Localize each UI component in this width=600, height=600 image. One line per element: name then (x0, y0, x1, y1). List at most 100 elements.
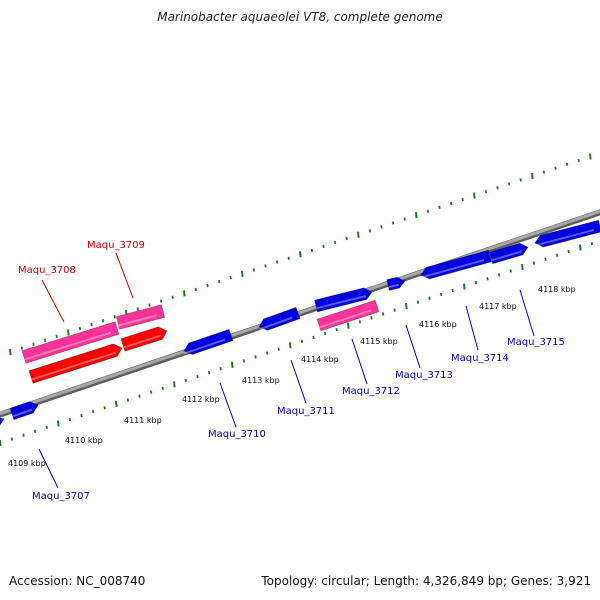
outer-tick (531, 172, 534, 180)
scale-label-4109: 4109 kbp (8, 459, 46, 468)
gene-label-maqu-3715: Maqu_3715 (507, 337, 565, 348)
outer-tick (159, 299, 163, 303)
inner-tick (428, 296, 431, 300)
inner-tick (184, 378, 188, 383)
gene-maqu-3708-red-shine (31, 351, 117, 381)
gene-maqu-3711b-shine (316, 295, 367, 310)
inner-tick (358, 320, 362, 324)
scale-label-4112: 4112 kbp (182, 395, 220, 404)
leader-lines (38, 252, 535, 489)
outer-tick (461, 197, 464, 202)
gene-maqu-3709-red-shine (123, 334, 162, 349)
gene-label-maqu-3712: Maqu_3712 (342, 386, 400, 397)
gene-maqu-3713-shine (388, 283, 399, 289)
inner-tick (289, 342, 292, 349)
outer-tick (148, 303, 151, 307)
outer-tick (345, 236, 348, 241)
outer-tick (136, 307, 140, 311)
outer-tick (113, 315, 116, 319)
accession-text: Accession: NC_008740 (9, 574, 146, 588)
inner-tick (231, 361, 234, 368)
gene-maqu-3711 (258, 306, 301, 331)
outer-tick (90, 322, 93, 327)
outer-tick (101, 319, 105, 323)
outer-tick (368, 229, 372, 233)
inner-tick (323, 331, 327, 336)
inner-tick-marks (0, 241, 594, 447)
outer-tick (449, 201, 453, 206)
gene-maqu-3707 (9, 401, 39, 421)
scale-label-4118: 4118 kbp (538, 285, 576, 294)
inner-tick (544, 257, 547, 261)
outer-tick (20, 346, 24, 350)
gene-label-maqu-3709: Maqu_3709 (87, 240, 145, 251)
gene-maqu-3714 (420, 249, 493, 280)
inner-tick (416, 300, 420, 304)
inner-tick (532, 261, 536, 265)
inner-tick (173, 381, 176, 388)
inner-tick (242, 359, 246, 363)
outer-tick (171, 295, 174, 299)
gene-maqu-3709-red (120, 326, 168, 352)
outer-tick (194, 287, 198, 292)
outer-tick (322, 244, 325, 249)
outer-tick (299, 251, 302, 258)
outer-tick (275, 260, 279, 264)
scale-label-4111: 4111 kbp (124, 416, 162, 425)
outer-tick (55, 334, 58, 339)
gene-maqu-3712 (316, 299, 380, 332)
scale-label-4117: 4117 kbp (479, 302, 517, 311)
inner-tick (300, 339, 304, 344)
inner-tick (0, 439, 2, 447)
inner-tick (91, 410, 95, 414)
outer-tick (403, 217, 406, 221)
inner-tick (370, 316, 373, 320)
genome-summary-text: Topology: circular; Length: 4,326,849 bp… (261, 574, 591, 588)
gene-maqu-3713 (386, 276, 406, 291)
gene-labels: Maqu_3707 Maqu_3708 Maqu_3709 Maqu_3710 … (18, 240, 565, 502)
outer-tick (217, 279, 221, 284)
outer-tick (577, 158, 580, 163)
inner-tick (80, 413, 83, 418)
inner-tick (277, 347, 280, 351)
gene-features (0, 219, 600, 426)
outer-tick (507, 182, 511, 186)
inner-tick (265, 351, 269, 355)
outer-tick (32, 342, 35, 346)
gene-maqu-3708 (21, 321, 120, 364)
gene-maqu-3714b-shine (491, 250, 523, 262)
scale-label-4114: 4114 kbp (301, 355, 339, 364)
outer-tick (415, 212, 418, 219)
gene-maqu-3714b (488, 242, 529, 265)
gene-label-maqu-3711: Maqu_3711 (277, 406, 335, 417)
gene-maqu-3712-shine (319, 309, 372, 329)
outer-tick (554, 166, 557, 170)
outer-tick (542, 170, 546, 174)
gene-maqu-3714-shine (421, 259, 485, 279)
outer-tick (519, 178, 522, 182)
outer-tick (229, 276, 232, 280)
gene-label-maqu-3708: Maqu_3708 (18, 265, 76, 276)
gene-maqu-3708-shine (24, 331, 112, 361)
outer-tick (484, 190, 488, 194)
inner-tick (161, 386, 164, 390)
inner-tick (219, 367, 222, 371)
inner-tick (57, 420, 60, 427)
scale-labels: 4109 kbp 4110 kbp 4111 kbp 4112 kbp 4113… (8, 285, 576, 468)
outer-tick (78, 326, 82, 331)
outer-tick (496, 186, 499, 190)
outer-tick (473, 192, 476, 199)
gene-label-maqu-3714: Maqu_3714 (451, 353, 509, 364)
inner-tick (312, 335, 315, 340)
gene-maqu-3711b (314, 287, 373, 313)
outer-tick (287, 256, 290, 260)
gene-label-maqu-3713: Maqu_3713 (395, 370, 453, 381)
inner-tick (115, 400, 118, 407)
outer-tick (252, 268, 256, 272)
scale-label-4110: 4110 kbp (65, 436, 103, 445)
inner-tick (381, 312, 385, 316)
outer-tick (426, 209, 430, 213)
inner-tick (439, 292, 443, 297)
